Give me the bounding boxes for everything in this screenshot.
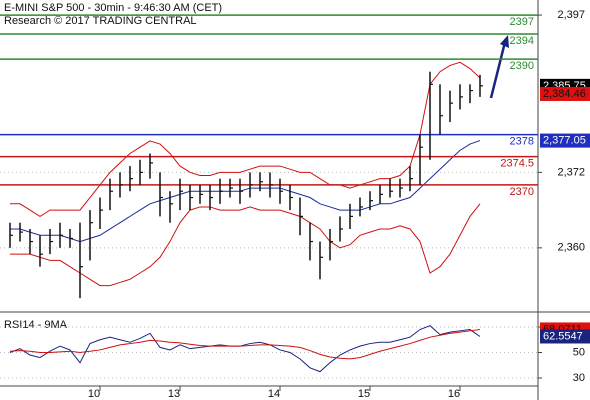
line bbox=[9, 325, 481, 373]
x-tick-label: 13 bbox=[168, 388, 180, 400]
x-tick-label: 16 bbox=[448, 388, 460, 400]
level-label: 2370 bbox=[510, 186, 534, 198]
y-tick-label: 2,372 bbox=[557, 166, 585, 178]
y-tick-label: 30 bbox=[573, 372, 585, 384]
x-tick-label: 14 bbox=[268, 388, 280, 400]
level-label: 2378 bbox=[510, 136, 534, 148]
level-label: 2390 bbox=[510, 60, 534, 72]
level-label: 2397 bbox=[510, 16, 534, 28]
y-tick-label: 2,397 bbox=[557, 9, 585, 21]
line bbox=[10, 61, 481, 217]
line bbox=[10, 203, 481, 287]
price-tag-label: 2,384.46 bbox=[543, 88, 586, 100]
x-tick-label: 15 bbox=[358, 388, 370, 400]
y-tick-label: 50 bbox=[573, 346, 585, 358]
chart-title: E-MINI S&P 500 - 30min - 9:46:30 AM (CET… bbox=[4, 2, 222, 14]
y-tick-label: 2,360 bbox=[557, 242, 585, 254]
arrow bbox=[489, 41, 507, 99]
value-tag bbox=[540, 329, 590, 344]
panel-title: RSI14 - 9MA bbox=[4, 319, 68, 331]
value-tag-label: 62.5547 bbox=[543, 330, 583, 342]
line bbox=[10, 140, 481, 243]
level-label: 2394 bbox=[510, 35, 534, 47]
price-tag bbox=[540, 133, 590, 148]
arrow-head bbox=[500, 35, 509, 48]
x-tick-label: 10 bbox=[88, 388, 100, 400]
price-tag bbox=[540, 86, 590, 101]
price-tag-label: 2,377.05 bbox=[543, 134, 586, 146]
chart-subtitle: Research © 2017 TRADING CENTRAL bbox=[4, 15, 197, 27]
level-label: 2374.5 bbox=[500, 158, 534, 170]
line bbox=[9, 328, 481, 360]
